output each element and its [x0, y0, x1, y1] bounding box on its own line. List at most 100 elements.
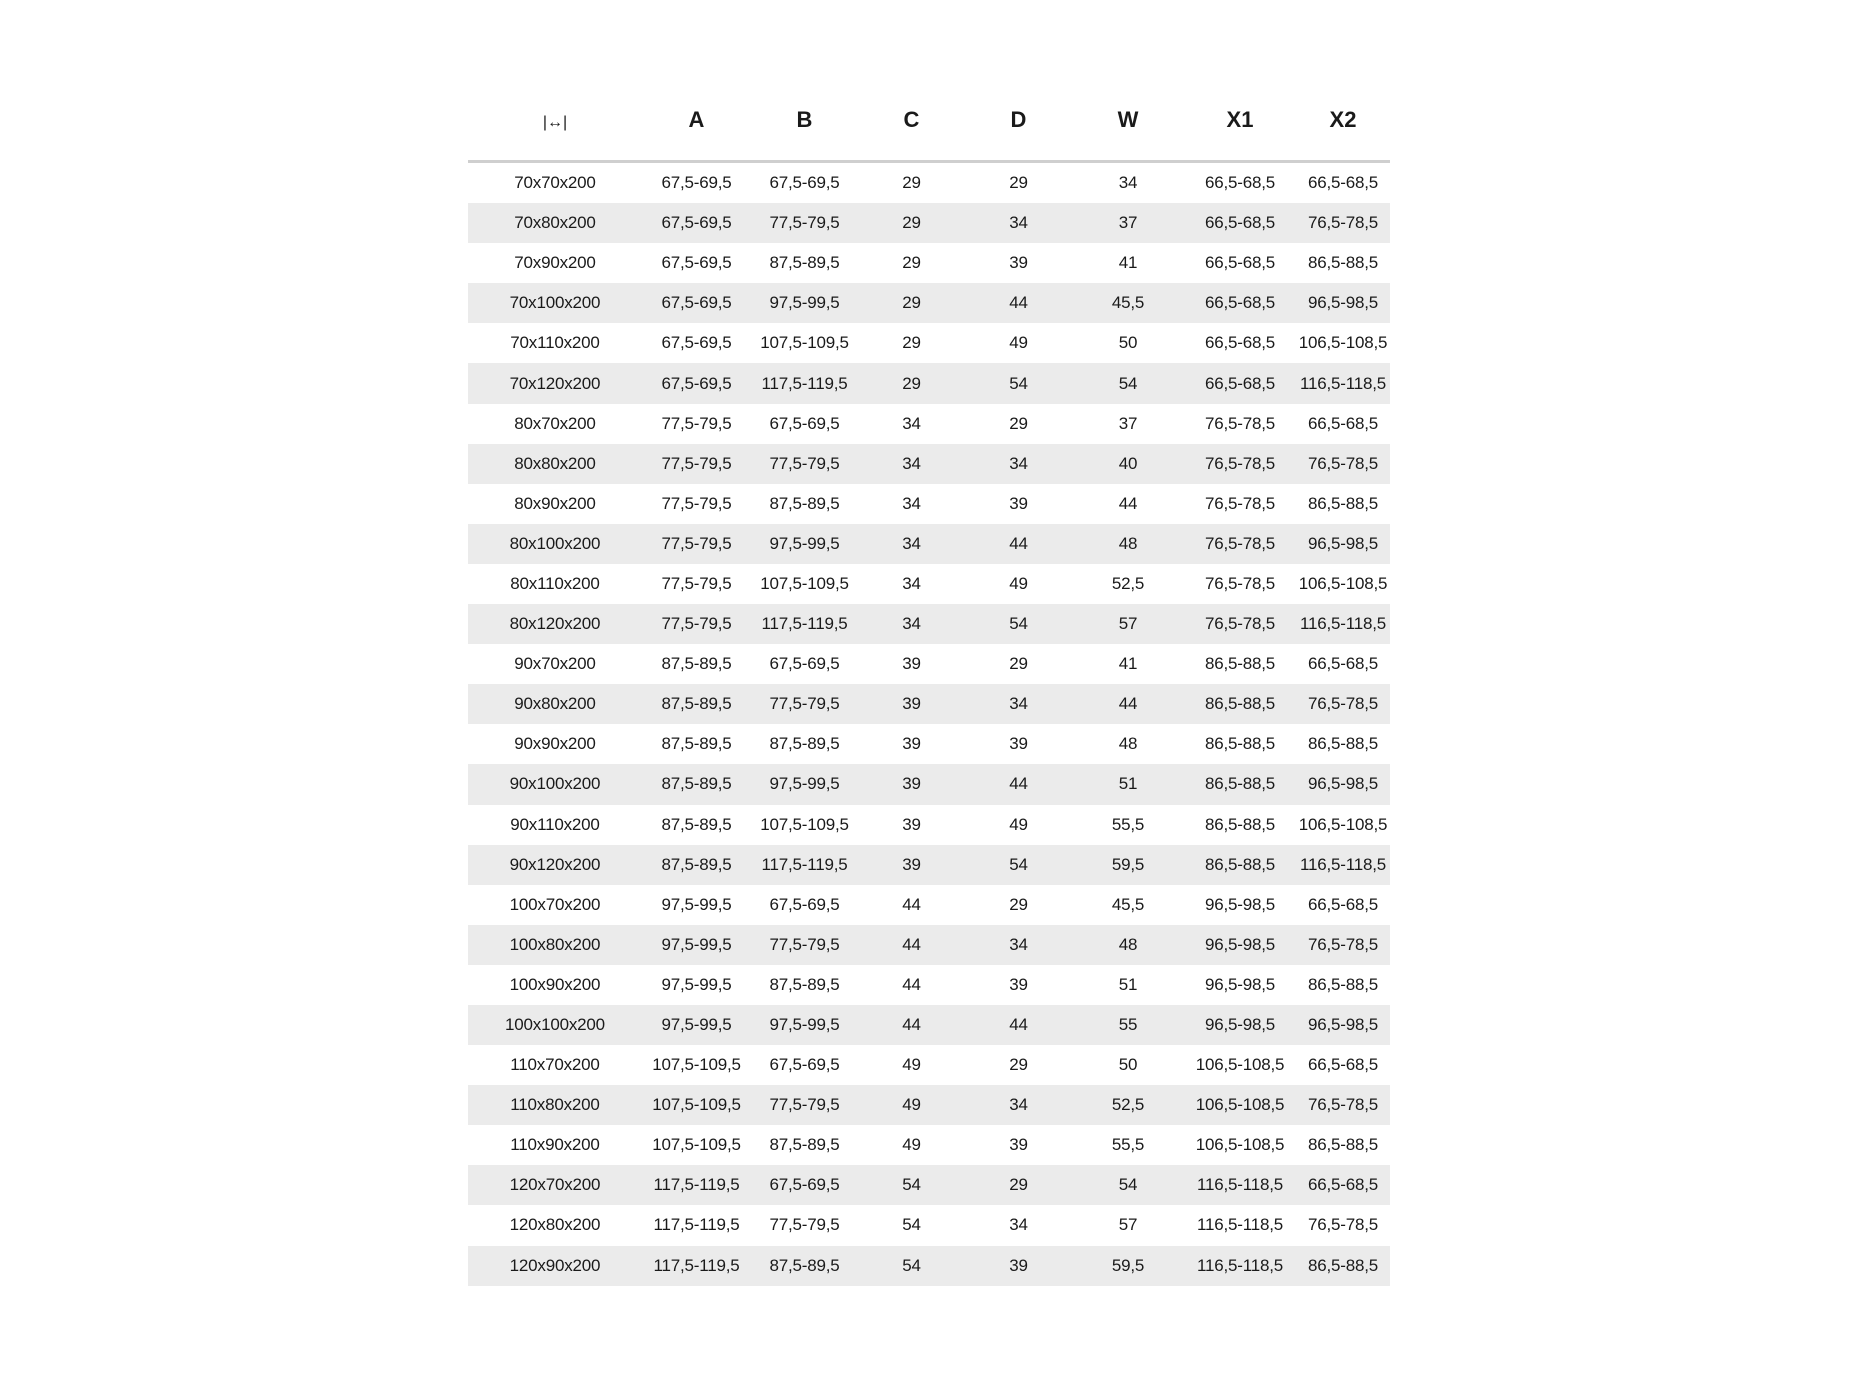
- cell-c: 39: [902, 694, 921, 714]
- cell-b: 107,5-109,5: [760, 814, 849, 834]
- cell-x1: 116,5-118,5: [1196, 1255, 1284, 1275]
- cell-a: 77,5-79,5: [661, 413, 732, 433]
- cell-w: 34: [1118, 173, 1138, 193]
- cell-a: 117,5-119,5: [653, 1255, 740, 1275]
- cell-x2: 96,5-98,5: [1307, 1015, 1379, 1035]
- cell-a: 107,5-109,5: [652, 1055, 741, 1075]
- cell-size: 90x100x200: [509, 774, 601, 794]
- cell-x1: 66,5-68,5: [1204, 253, 1276, 273]
- cell-w: 45,5: [1111, 293, 1145, 313]
- cell-b: 107,5-109,5: [760, 573, 849, 593]
- table-row: 70x70x200 67,5-69,5 67,5-69,5 29 29 34 66,5-68…: [468, 162, 1390, 204]
- size-header: |↔|: [468, 80, 642, 163]
- cell-b: 67,5-69,5: [769, 1175, 840, 1195]
- cell-x1: 76,5-78,5: [1204, 453, 1276, 473]
- cell-a: 87,5-89,5: [661, 694, 732, 714]
- cell-c: 39: [902, 814, 921, 834]
- cell-a: 87,5-89,5: [661, 814, 732, 834]
- cell-w: 59,5: [1111, 854, 1145, 874]
- cell-b: 77,5-79,5: [769, 453, 840, 473]
- cell-x1: 76,5-78,5: [1204, 533, 1276, 553]
- cell-x1: 86,5-88,5: [1204, 774, 1276, 794]
- cell-x2: 96,5-98,5: [1307, 533, 1379, 553]
- cell-w: 52,5: [1111, 573, 1145, 593]
- cell-d: 29: [1009, 894, 1028, 914]
- cell-c: 29: [902, 173, 921, 193]
- table-row: 90x110x200 87,5-89,5 107,5-109,5 39 49 55,5 86…: [468, 805, 1390, 845]
- cell-a: 67,5-69,5: [661, 333, 732, 353]
- table-row: 80x70x200 77,5-79,5 67,5-69,5 34 29 37 76,5-78…: [468, 404, 1390, 444]
- cell-b: 117,5-119,5: [761, 373, 848, 393]
- table-row: 100x100x200 97,5-99,5 97,5-99,5 44 44 55 96,5-…: [468, 1004, 1390, 1046]
- cell-w: 54: [1118, 1175, 1138, 1195]
- cell-x2: 66,5-68,5: [1307, 173, 1379, 193]
- table-row: 90x70x200 87,5-89,5 67,5-69,5 39 29 41 86,5-88…: [468, 644, 1390, 684]
- cell-a: 97,5-99,5: [661, 934, 732, 954]
- cell-d: 49: [1009, 333, 1028, 353]
- cell-x2: 116,5-118,5: [1299, 373, 1387, 393]
- cell-c: 49: [902, 1135, 921, 1155]
- cell-w: 41: [1118, 253, 1138, 273]
- cell-size: 80x90x200: [514, 493, 596, 513]
- cell-w: 48: [1118, 734, 1138, 754]
- table-row: 70x80x200 67,5-69,5 77,5-79,5 29 34 37 66,5-68…: [468, 203, 1390, 244]
- cell-d: 29: [1009, 173, 1028, 193]
- size-table: |↔| A B C D W X1 X2 70x70x200 67,5-69,5 67…: [468, 80, 1390, 1286]
- cell-w: 40: [1118, 453, 1138, 473]
- cell-b: 87,5-89,5: [769, 974, 840, 994]
- table-row: 100x80x200 97,5-99,5 77,5-79,5 44 34 48 96,5-9…: [468, 924, 1390, 965]
- cell-size: 90x120x200: [509, 854, 601, 874]
- header-b: B: [751, 80, 858, 163]
- cell-x1: 96,5-98,5: [1204, 894, 1276, 914]
- cell-a: 97,5-99,5: [661, 1015, 732, 1035]
- cell-x2: 76,5-78,5: [1307, 934, 1379, 954]
- cell-c: 29: [902, 253, 921, 273]
- cell-d: 29: [1009, 654, 1028, 674]
- cell-c: 54: [902, 1175, 921, 1195]
- cell-w: 45,5: [1111, 894, 1145, 914]
- cell-x1: 96,5-98,5: [1204, 1015, 1276, 1035]
- cell-d: 34: [1009, 694, 1028, 714]
- cell-w: 52,5: [1111, 1095, 1145, 1115]
- table-row: 120x70x200 117,5-119,5 67,5-69,5 54 29 54 116,…: [468, 1165, 1390, 1206]
- cell-size: 70x100x200: [509, 293, 601, 313]
- cell-x1: 96,5-98,5: [1204, 974, 1276, 994]
- cell-a: 107,5-109,5: [652, 1135, 741, 1155]
- cell-b: 97,5-99,5: [769, 774, 840, 794]
- cell-w: 57: [1118, 614, 1138, 634]
- cell-size: 80x70x200: [514, 413, 596, 433]
- cell-c: 34: [902, 614, 921, 634]
- cell-w: 37: [1118, 213, 1138, 233]
- cell-a: 77,5-79,5: [661, 573, 732, 593]
- cell-a: 67,5-69,5: [661, 253, 732, 273]
- cell-w: 55,5: [1111, 814, 1145, 834]
- cell-a: 97,5-99,5: [661, 974, 732, 994]
- cell-x2: 86,5-88,5: [1307, 734, 1379, 754]
- cell-c: 39: [902, 774, 921, 794]
- cell-a: 87,5-89,5: [661, 734, 732, 754]
- cell-size: 90x110x200: [510, 814, 600, 834]
- cell-size: 90x90x200: [514, 734, 596, 754]
- width-arrows-icon: |↔|: [542, 114, 568, 131]
- cell-d: 34: [1009, 934, 1028, 954]
- cell-x2: 86,5-88,5: [1307, 1135, 1379, 1155]
- table-row: 90x90x200 87,5-89,5 87,5-89,5 39 39 48 86,5-88…: [468, 724, 1390, 764]
- cell-d: 54: [1009, 854, 1028, 874]
- table-row: 110x80x200 107,5-109,5 77,5-79,5 49 34 52,5 10…: [468, 1085, 1390, 1126]
- table-row: 80x100x200 77,5-79,5 97,5-99,5 34 44 48 76,5-7…: [468, 523, 1390, 564]
- table-row: 110x90x200 107,5-109,5 87,5-89,5 49 39 55,5 10…: [468, 1125, 1390, 1165]
- cell-w: 44: [1118, 694, 1138, 714]
- cell-x1: 106,5-108,5: [1195, 1135, 1285, 1155]
- cell-x2: 76,5-78,5: [1307, 453, 1379, 473]
- cell-d: 29: [1009, 1175, 1028, 1195]
- cell-x2: 66,5-68,5: [1307, 413, 1379, 433]
- cell-c: 34: [902, 453, 921, 473]
- cell-b: 117,5-119,5: [761, 614, 848, 634]
- cell-b: 87,5-89,5: [769, 1135, 840, 1155]
- cell-d: 39: [1009, 253, 1028, 273]
- cell-c: 44: [902, 1015, 921, 1035]
- cell-size: 100x70x200: [509, 894, 601, 914]
- cell-b: 97,5-99,5: [769, 533, 840, 553]
- cell-c: 34: [902, 493, 921, 513]
- cell-w: 51: [1118, 774, 1138, 794]
